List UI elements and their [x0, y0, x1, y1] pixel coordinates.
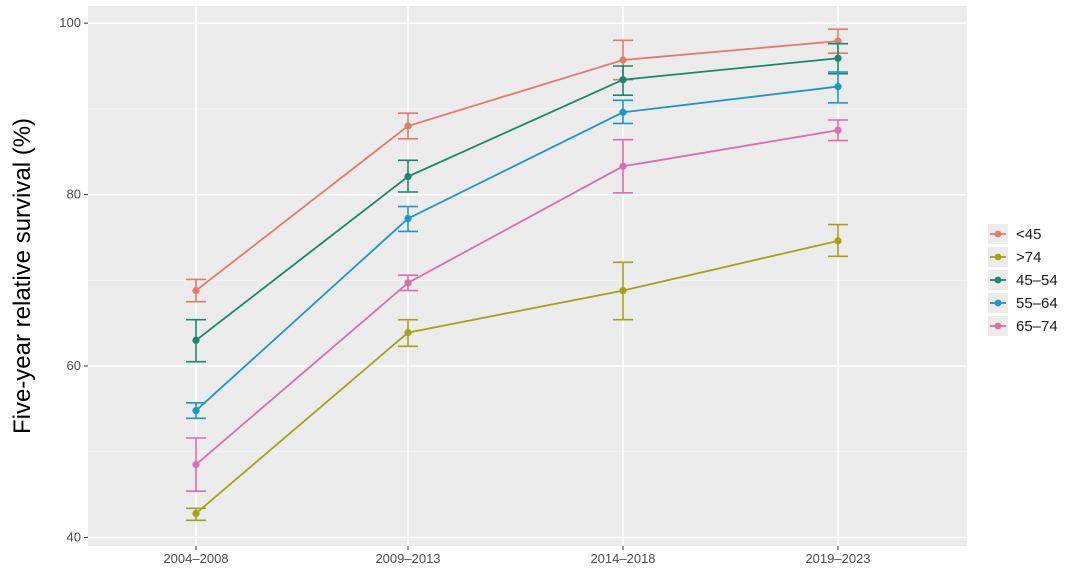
- data-point: [619, 56, 627, 64]
- legend-label: <45: [1016, 226, 1041, 243]
- data-point: [834, 126, 842, 134]
- series-5: [186, 119, 848, 492]
- series-4: [186, 71, 848, 420]
- data-point: [834, 237, 842, 245]
- data-point: [404, 172, 412, 181]
- x-tick-label: 2019–2023: [805, 551, 870, 566]
- y-tick-label: 80: [67, 187, 81, 202]
- data-point: [192, 336, 200, 344]
- x-tick-label: 2004–2008: [163, 551, 228, 566]
- data-point: [619, 108, 627, 116]
- data-point: [619, 162, 627, 170]
- x-tick-label: 2014–2018: [590, 551, 655, 566]
- legend-key-point: [994, 276, 1002, 284]
- legend-key-point: [994, 253, 1002, 261]
- y-tick-label: 100: [59, 15, 81, 30]
- series-line: [195, 40, 839, 292]
- x-tick-label: 2009–2013: [375, 551, 440, 566]
- series-line: [195, 85, 839, 412]
- y-axis-ticks: 40 60 80 100: [59, 15, 88, 544]
- legend-key-point: [994, 299, 1002, 307]
- data-point: [192, 406, 200, 415]
- legend-item: 55–64: [988, 293, 1058, 313]
- data-point: [834, 82, 842, 91]
- y-axis-label: Five-year relative survival (%): [9, 118, 36, 434]
- legend: <45 >74 45–54 55–64 65–74: [988, 224, 1058, 336]
- data-point: [192, 460, 200, 469]
- legend-label: 65–74: [1016, 318, 1058, 335]
- legend-label: 45–54: [1016, 272, 1058, 289]
- series-line: [195, 239, 839, 515]
- legend-item: 65–74: [988, 316, 1058, 336]
- legend-item: 45–54: [988, 270, 1058, 290]
- data-point: [619, 76, 627, 84]
- data-point: [404, 328, 412, 337]
- data-point: [192, 286, 200, 295]
- series-line: [195, 129, 839, 466]
- y-tick-label: 40: [67, 529, 81, 544]
- data-point: [404, 214, 412, 223]
- legend-key-point: [994, 230, 1002, 238]
- series-3: [186, 42, 848, 363]
- y-tick-label: 60: [67, 358, 81, 373]
- legend-label: >74: [1016, 249, 1041, 266]
- legend-label: 55–64: [1016, 295, 1058, 312]
- x-axis-ticks: 2004–2008 2009–2013 2014–2018 2019–2023: [163, 546, 871, 566]
- series-layer: [186, 28, 848, 522]
- series-2: [186, 223, 848, 522]
- legend-item: <45: [988, 224, 1041, 244]
- data-point: [619, 286, 627, 295]
- legend-key-point: [994, 322, 1002, 330]
- series-line: [195, 57, 839, 341]
- data-point: [404, 122, 412, 130]
- data-point: [834, 54, 842, 62]
- legend-item: >74: [988, 247, 1041, 267]
- panel-background: [88, 6, 967, 546]
- data-point: [192, 509, 200, 518]
- data-point: [404, 279, 412, 287]
